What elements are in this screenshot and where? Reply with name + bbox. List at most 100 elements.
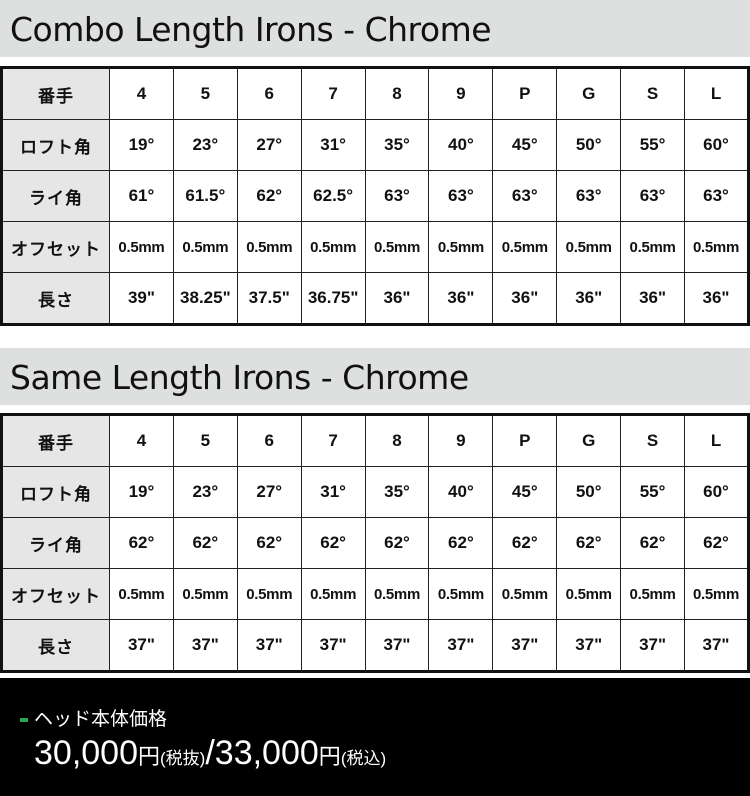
yen: 円 [138,744,161,769]
table-cell: 37.5" [236,272,302,325]
table-cell: 37" [300,619,366,672]
table-cell: 37" [236,619,302,672]
table-cell: 36" [556,272,622,325]
table-row: オフセット 0.5mm 0.5mm 0.5mm 0.5mm 0.5mm 0.5mm 0.5mm… [1,568,749,620]
table-cell: 8 [364,414,430,467]
price-panel: ヘッド本体価格 30,000円(税抜)/33,000円(税込) [0,678,750,796]
table-cell: 62° [109,517,174,569]
table-cell: 36.75" [300,272,366,325]
table-cell: 63° [556,170,622,222]
table-cell: 63° [492,170,558,222]
slash: / [205,734,215,772]
spec-table-combo: 番手 4 5 6 7 8 9 P G S L ロフト角 19° 23° 27° 31° 35° 40° 45° 50°… [0,66,750,326]
row-header: 長さ [1,272,110,325]
row-header: 長さ [1,619,110,672]
table-cell: 37" [172,619,238,672]
table-cell: 0.5mm [236,221,302,273]
table-cell: 19° [109,119,174,171]
table-cell: G [556,67,622,120]
table-cell: 4 [109,67,174,120]
table-cell: L [684,67,749,120]
price-ex-tax: 30,000 [34,734,138,772]
table-cell: 63° [620,170,686,222]
price-line: 30,000円(税抜)/33,000円(税込) [34,734,386,773]
table-cell: 39" [109,272,174,325]
table-cell: 62° [236,517,302,569]
row-header: ライ角 [1,170,110,222]
table-cell: 0.5mm [492,221,558,273]
table-cell: 50° [556,466,622,518]
table-cell: 62° [236,170,302,222]
table-cell: 63° [364,170,430,222]
table-cell: 0.5mm [428,568,494,620]
table-cell: S [620,67,686,120]
table-cell: 31° [300,466,366,518]
row-header: ライ角 [1,517,110,569]
table-cell: 62° [428,517,494,569]
table-cell: 40° [428,119,494,171]
table-cell: 61.5° [172,170,238,222]
table-row: ライ角 62° 62° 62° 62° 62° 62° 62° 62° 62° 62° [1,517,749,569]
table-cell: 5 [172,67,238,120]
table-cell: 37" [109,619,174,672]
table-cell: S [620,414,686,467]
table-cell: 0.5mm [556,221,622,273]
table-cell: 37" [684,619,749,672]
table-cell: 19° [109,466,174,518]
table-cell: 0.5mm [300,568,366,620]
table-cell: 62° [300,517,366,569]
table-cell: 37" [364,619,430,672]
table-cell: 36" [492,272,558,325]
table-cell: 0.5mm [364,568,430,620]
row-header: オフセット [1,221,110,273]
table-row: オフセット 0.5mm 0.5mm 0.5mm 0.5mm 0.5mm 0.5mm 0.5mm… [1,221,749,273]
table-row: ロフト角 19° 23° 27° 31° 35° 40° 45° 50° 55° 60° [1,466,749,518]
price-in-tax: 33,000 [214,734,319,772]
row-header: ロフト角 [1,466,110,518]
table-cell: 38.25" [172,272,238,325]
table-cell: 9 [428,67,494,120]
table-cell: 35° [364,466,430,518]
table-cell: 50° [556,119,622,171]
table-cell: G [556,414,622,467]
table-cell: P [492,67,558,120]
table-cell: 23° [172,466,238,518]
table-cell: 60° [684,466,749,518]
table-cell: 0.5mm [492,568,558,620]
table-cell: 27° [236,466,302,518]
table-cell: 36" [364,272,430,325]
price-label: ヘッド本体価格 [20,704,167,731]
table-cell: 31° [300,119,366,171]
table-cell: 5 [172,414,238,467]
table-cell: 7 [300,414,366,467]
table-cell: 0.5mm [364,221,430,273]
table-cell: 0.5mm [236,568,302,620]
table-cell: 61° [109,170,174,222]
table-cell: 63° [684,170,749,222]
section-title: Combo Length Irons - Chrome [10,10,492,49]
table-cell: 62.5° [300,170,366,222]
table-cell: 45° [492,466,558,518]
table-cell: 8 [364,67,430,120]
table-cell: 6 [236,67,302,120]
table-cell: 36" [428,272,494,325]
table-cell: 0.5mm [684,221,749,273]
tax-in-label: (税込) [340,749,387,768]
table-cell: 62° [492,517,558,569]
table-cell: 62° [556,517,622,569]
table-cell: 6 [236,414,302,467]
table-cell: L [684,414,749,467]
table-cell: 0.5mm [620,221,686,273]
tax-ex-label: (税抜) [160,749,206,768]
table-cell: 60° [684,119,749,171]
table-cell: 0.5mm [300,221,366,273]
table-cell: 55° [620,466,686,518]
table-cell: 0.5mm [109,568,174,620]
table-cell: 37" [620,619,686,672]
table-cell: P [492,414,558,467]
price-label-text: ヘッド本体価格 [34,709,168,730]
table-cell: 63° [428,170,494,222]
table-row: ロフト角 19° 23° 27° 31° 35° 40° 45° 50° 55° 60° [1,119,749,171]
table-cell: 45° [492,119,558,171]
table-cell: 0.5mm [172,568,238,620]
